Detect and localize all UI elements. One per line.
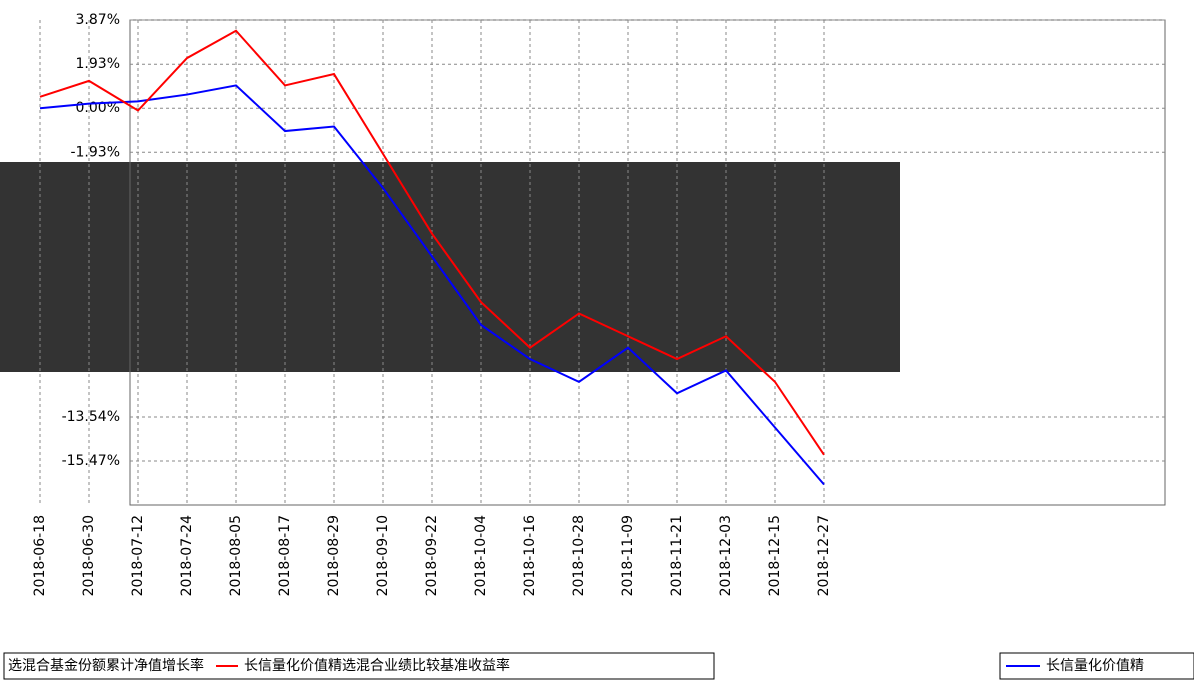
x-tick-label: 2018-10-28 <box>571 515 587 596</box>
y-tick-label: -1.93% <box>70 144 120 160</box>
x-tick-label: 2018-12-03 <box>718 515 734 596</box>
x-tick-label: 2018-07-24 <box>179 515 195 596</box>
x-tick-label: 2018-06-18 <box>32 515 48 596</box>
legend-label: 长信量化价值精 <box>1046 658 1144 674</box>
x-tick-label: 2018-12-27 <box>816 515 832 596</box>
y-tick-label: -15.47% <box>62 453 120 469</box>
legend-label: 选混合基金份额累计净值增长率 <box>8 657 204 674</box>
x-tick-label: 2018-11-21 <box>669 515 685 596</box>
x-tick-label: 2018-12-15 <box>767 515 783 596</box>
glitch-band <box>0 162 900 372</box>
x-tick-label: 2018-08-17 <box>277 515 293 596</box>
x-tick-label: 2018-11-09 <box>620 515 636 596</box>
x-tick-label: 2018-10-16 <box>522 515 538 596</box>
x-tick-label: 2018-09-22 <box>424 515 440 596</box>
legend-label: 长信量化价值精选混合业绩比较基准收益率 <box>244 657 510 674</box>
y-tick-label: 1.93% <box>76 56 120 72</box>
y-tick-label: -13.54% <box>62 409 120 425</box>
page: 长信量化价值精 3.87%1.93%0.00%-1.93%-13.54%-15.… <box>0 0 1194 684</box>
x-tick-label: 2018-09-10 <box>375 515 391 596</box>
chart: 长信量化价值精 3.87%1.93%0.00%-1.93%-13.54%-15.… <box>0 0 1194 684</box>
x-tick-label: 2018-07-12 <box>130 515 146 596</box>
x-tick-label: 2018-08-29 <box>326 515 342 596</box>
y-tick-label: 3.87% <box>76 12 120 28</box>
x-tick-label: 2018-06-30 <box>81 515 97 596</box>
x-tick-label: 2018-08-05 <box>228 515 244 596</box>
x-tick-label: 2018-10-04 <box>473 515 489 596</box>
